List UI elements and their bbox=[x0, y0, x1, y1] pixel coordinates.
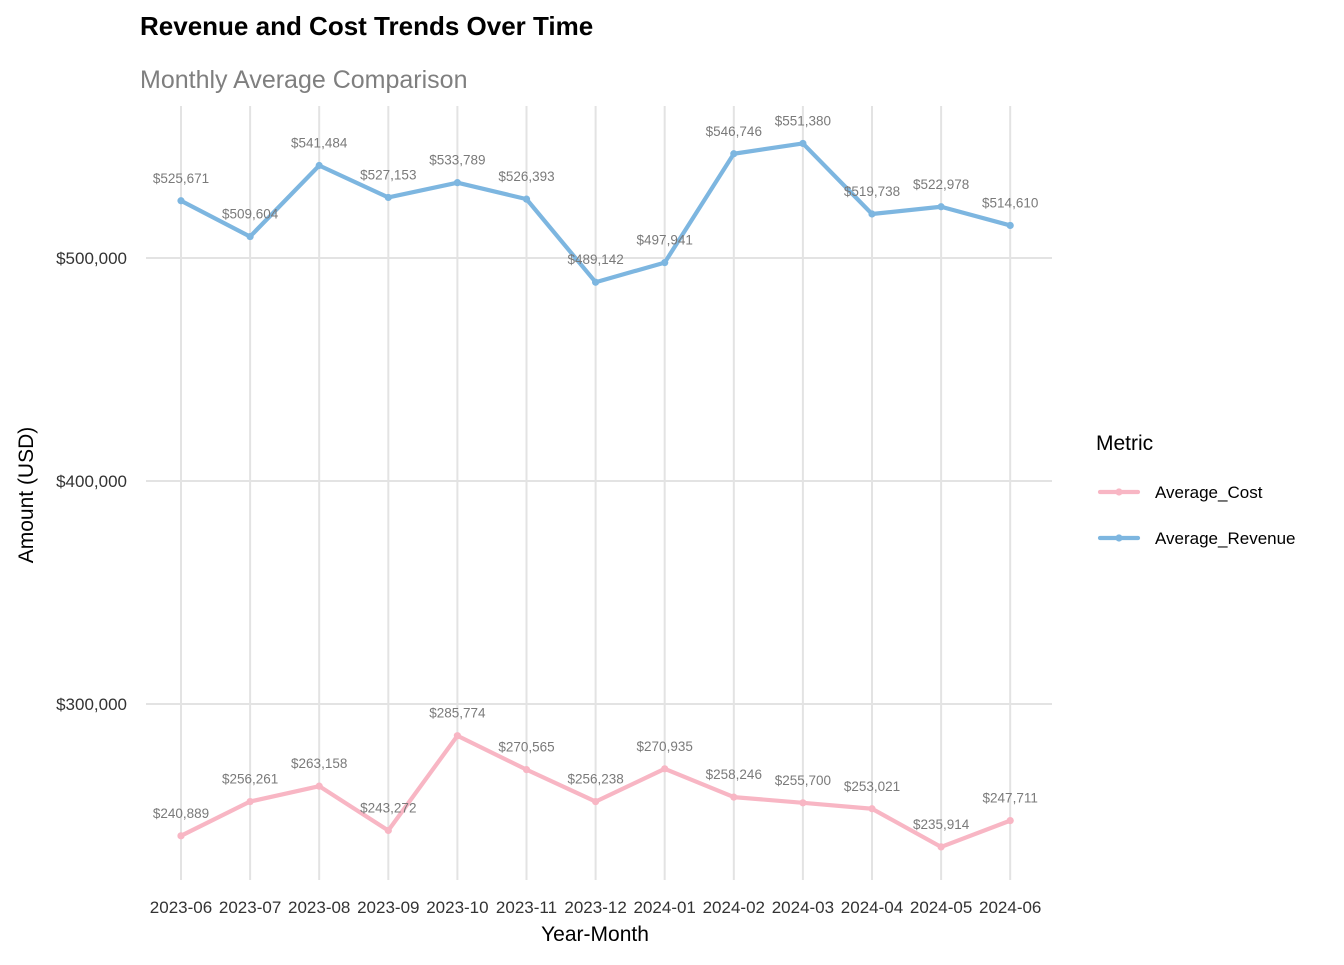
data-label: $258,246 bbox=[706, 767, 762, 782]
data-label: $533,789 bbox=[429, 153, 485, 168]
data-point bbox=[937, 203, 945, 211]
y-tick-label: $300,000 bbox=[56, 695, 127, 714]
chart-subtitle: Monthly Average Comparison bbox=[140, 66, 468, 94]
series-layer bbox=[177, 139, 1014, 851]
data-label: $240,889 bbox=[153, 806, 209, 821]
data-point bbox=[246, 797, 254, 806]
data-label: $489,142 bbox=[567, 252, 623, 267]
legend-title: Metric bbox=[1096, 432, 1153, 455]
data-label: $525,671 bbox=[153, 171, 209, 186]
y-axis-title: Amount (USD) bbox=[15, 427, 38, 564]
data-label: $546,746 bbox=[706, 124, 762, 139]
data-point bbox=[592, 278, 600, 286]
data-point bbox=[522, 195, 531, 203]
data-label: $527,153 bbox=[360, 167, 416, 182]
data-label: $522,978 bbox=[913, 177, 969, 192]
data-point bbox=[315, 161, 323, 170]
data-point bbox=[1006, 817, 1014, 825]
data-label: $235,914 bbox=[913, 817, 970, 832]
legend-label: Average_Cost bbox=[1155, 483, 1263, 502]
data-point bbox=[661, 765, 669, 773]
data-label: $255,700 bbox=[775, 773, 831, 788]
data-point bbox=[937, 843, 945, 851]
data-label: $497,941 bbox=[637, 233, 693, 248]
x-tick-label: 2023-06 bbox=[150, 898, 212, 917]
chart-title: Revenue and Cost Trends Over Time bbox=[140, 11, 593, 41]
data-label: $519,738 bbox=[844, 184, 900, 199]
data-label: $541,484 bbox=[291, 135, 348, 150]
data-point bbox=[868, 805, 876, 813]
x-tick-label: 2024-05 bbox=[910, 898, 972, 917]
data-label: $270,935 bbox=[637, 739, 693, 754]
x-tick-label: 2024-06 bbox=[979, 898, 1041, 917]
x-tick-label: 2023-09 bbox=[357, 898, 419, 917]
data-label: $247,711 bbox=[983, 791, 1038, 806]
data-point bbox=[661, 258, 669, 267]
legend: Metric Average_Cost Average_Revenue bbox=[1096, 432, 1296, 548]
x-tick-label: 2024-01 bbox=[634, 898, 696, 917]
x-axis-title: Year-Month bbox=[541, 923, 649, 946]
y-axis-ticks: $300,000 $400,000 $500,000 bbox=[56, 249, 127, 714]
data-point bbox=[315, 782, 323, 790]
data-point bbox=[799, 799, 807, 807]
data-point bbox=[384, 193, 392, 202]
legend-key-point bbox=[1115, 488, 1123, 496]
data-label: $253,021 bbox=[844, 779, 900, 794]
data-label: $526,393 bbox=[498, 169, 554, 184]
x-tick-label: 2023-07 bbox=[219, 898, 281, 917]
data-label: $263,158 bbox=[291, 756, 347, 771]
x-tick-label: 2024-03 bbox=[772, 898, 834, 917]
x-axis-ticks: 2023-06 2023-07 2023-08 2023-09 2023-10 2023-… bbox=[150, 898, 1042, 917]
data-point bbox=[384, 826, 392, 835]
data-point bbox=[177, 197, 185, 205]
data-labels: $240,889 $256,261 $263,158 $243,272 $285,774… bbox=[153, 113, 1039, 831]
data-point bbox=[799, 139, 807, 148]
data-point bbox=[592, 797, 600, 806]
legend-key-point bbox=[1115, 534, 1123, 542]
x-tick-label: 2023-12 bbox=[564, 898, 626, 917]
data-label: $285,774 bbox=[429, 706, 486, 721]
data-point bbox=[522, 766, 531, 774]
grid bbox=[146, 106, 1052, 880]
x-tick-label: 2023-10 bbox=[426, 898, 488, 917]
data-label: $243,272 bbox=[360, 801, 416, 816]
data-point bbox=[246, 232, 254, 241]
data-point bbox=[453, 179, 461, 187]
data-label: $256,238 bbox=[567, 772, 623, 787]
data-label: $551,380 bbox=[775, 113, 831, 128]
y-tick-label: $400,000 bbox=[56, 472, 127, 491]
data-label: $514,610 bbox=[982, 195, 1038, 210]
data-label: $509,604 bbox=[222, 207, 279, 222]
x-tick-label: 2024-04 bbox=[841, 898, 903, 917]
x-tick-label: 2024-02 bbox=[703, 898, 765, 917]
legend-label: Average_Revenue bbox=[1155, 529, 1296, 548]
x-tick-label: 2023-08 bbox=[288, 898, 350, 917]
data-point bbox=[1006, 221, 1014, 230]
data-point bbox=[730, 793, 738, 801]
data-point bbox=[453, 732, 461, 740]
data-point bbox=[177, 832, 185, 840]
data-point bbox=[868, 210, 876, 218]
x-tick-label: 2023-11 bbox=[496, 898, 557, 917]
data-label: $270,565 bbox=[498, 740, 554, 755]
data-label: $256,261 bbox=[222, 772, 278, 787]
y-tick-label: $500,000 bbox=[56, 249, 127, 268]
data-point bbox=[730, 150, 738, 158]
